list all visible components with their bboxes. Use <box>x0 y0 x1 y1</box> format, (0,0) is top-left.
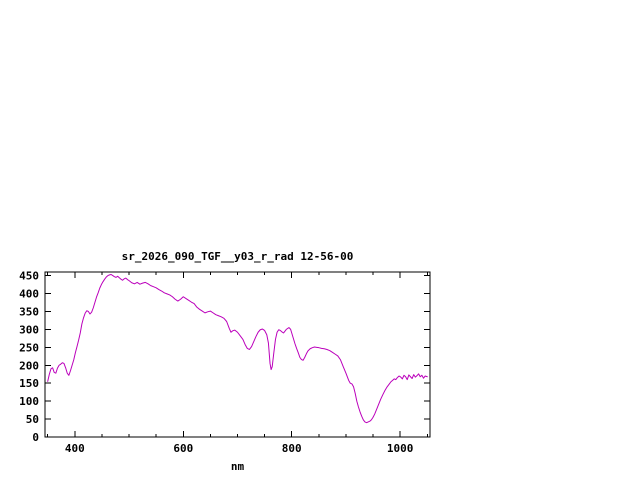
y-tick-label: 450 <box>19 270 39 283</box>
y-tick-label: 400 <box>19 288 39 301</box>
x-axis-label: nm <box>231 460 245 473</box>
y-tick-label: 300 <box>19 323 39 336</box>
plot-border <box>44 271 431 438</box>
y-tick-label: 250 <box>19 341 39 354</box>
y-tick-label: 200 <box>19 359 39 372</box>
chart-title: sr_2026_090_TGF__y03_r_rad 12-56-00 <box>122 250 354 263</box>
x-tick-label: 600 <box>173 442 193 455</box>
data-line <box>47 274 428 424</box>
x-tick-label: 1000 <box>387 442 414 455</box>
y-tick-label: 100 <box>19 395 39 408</box>
y-tick-label: 350 <box>19 305 39 318</box>
x-tick-label: 800 <box>282 442 302 455</box>
x-tick-label: 400 <box>65 442 85 455</box>
y-tick-label: 0 <box>32 431 39 444</box>
y-tick-label: 50 <box>26 413 39 426</box>
y-tick-label: 150 <box>19 377 39 390</box>
